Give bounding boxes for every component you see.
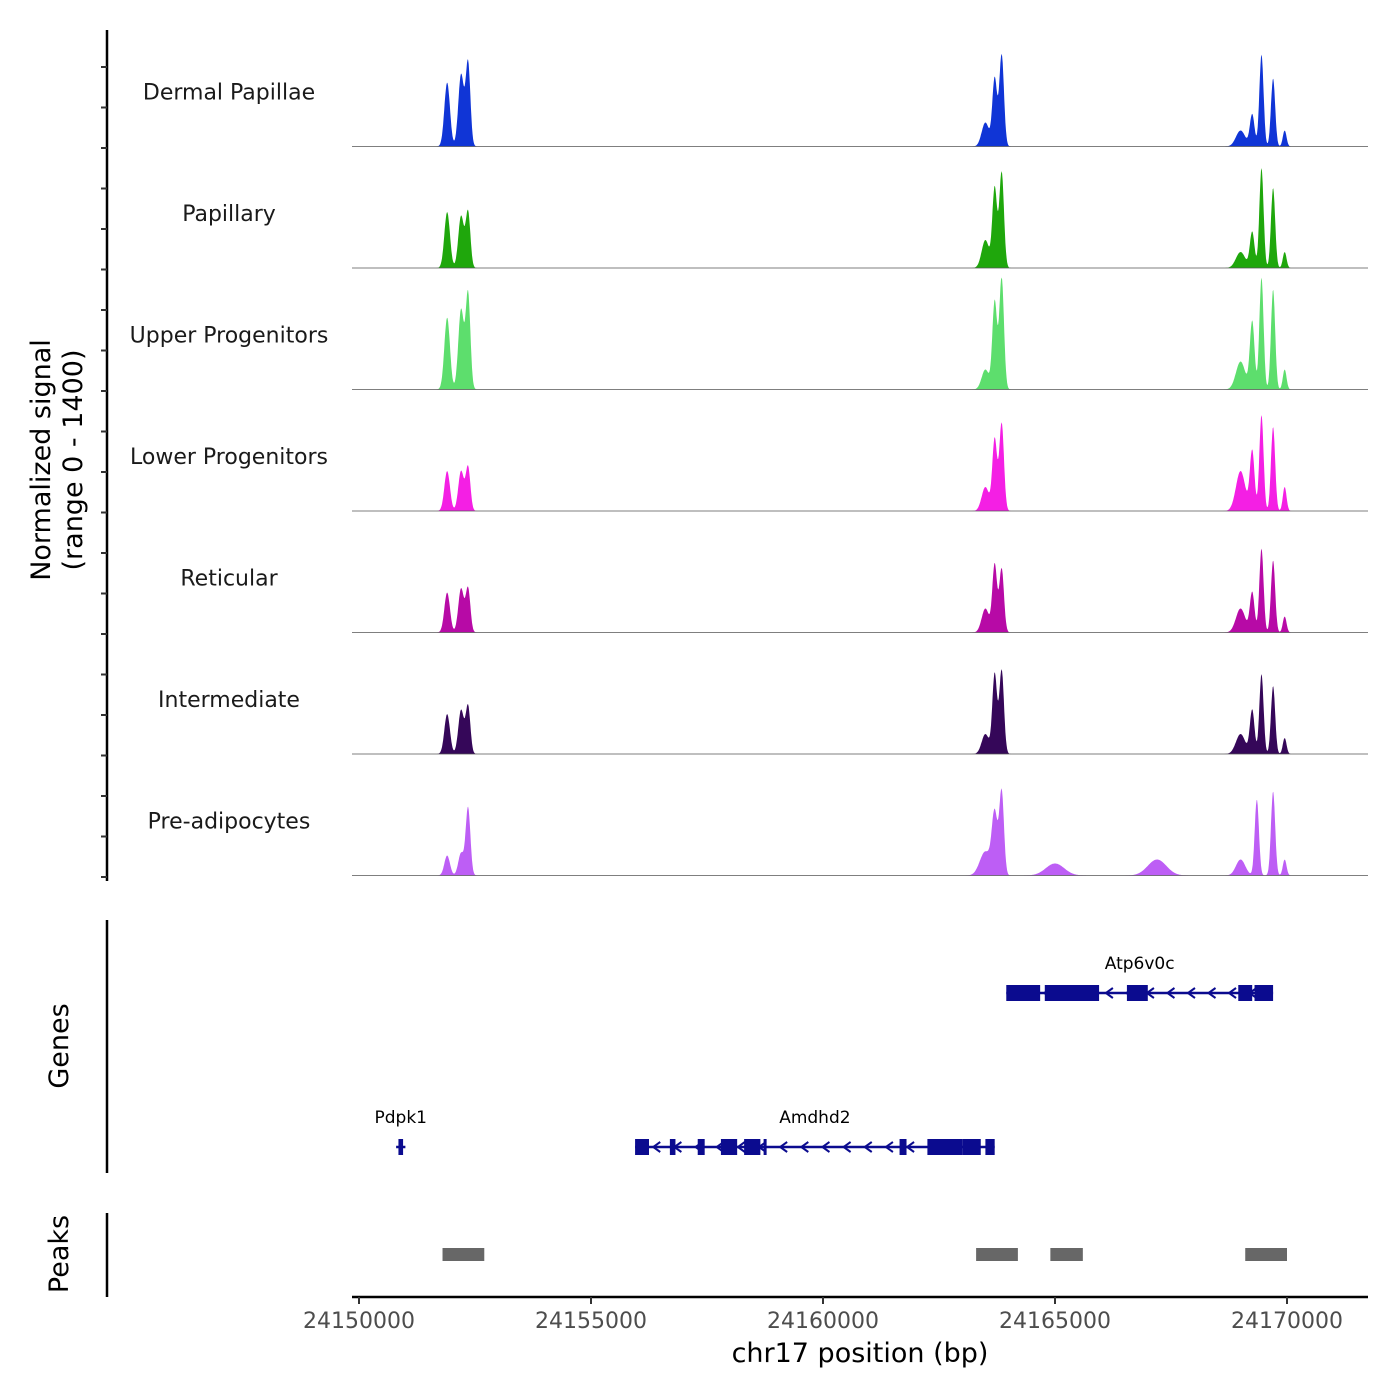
coverage-track: Intermediate bbox=[158, 669, 1368, 755]
peak-region bbox=[1050, 1248, 1083, 1261]
gene-exon bbox=[962, 1139, 981, 1155]
strand-chevron bbox=[1165, 987, 1176, 999]
gene-label: Atp6v0c bbox=[1105, 954, 1175, 974]
x-tick-label: 24155000 bbox=[535, 1309, 647, 1334]
peak-region bbox=[442, 1248, 485, 1261]
x-tick-label: 24165000 bbox=[999, 1309, 1111, 1334]
track-label: Lower Progenitors bbox=[130, 445, 328, 470]
peak-region bbox=[976, 1248, 1018, 1261]
strand-chevron bbox=[884, 1141, 894, 1153]
gene-exon bbox=[1254, 985, 1274, 1001]
gene-exon bbox=[927, 1139, 963, 1155]
strand-chevron bbox=[1206, 987, 1217, 999]
x-tick-label: 24150000 bbox=[303, 1309, 415, 1334]
peaks-axis-title: Peaks bbox=[44, 1215, 75, 1293]
x-tick-label: 24170000 bbox=[1231, 1309, 1343, 1334]
strand-chevron bbox=[841, 1141, 852, 1153]
gene-exon bbox=[1126, 985, 1148, 1001]
track-label: Pre-adipocytes bbox=[148, 810, 311, 835]
gene-exon bbox=[635, 1139, 649, 1155]
strand-chevron bbox=[863, 1141, 873, 1153]
gene-exon bbox=[1044, 985, 1100, 1001]
gene-exon bbox=[763, 1139, 767, 1155]
strand-chevron bbox=[736, 1141, 746, 1153]
peak-region bbox=[1245, 1248, 1287, 1261]
gene: Atp6v0c bbox=[1006, 954, 1274, 1001]
gene-label: Pdpk1 bbox=[375, 1108, 428, 1128]
coverage-track: Upper Progenitors bbox=[130, 277, 1368, 390]
gene-exon bbox=[899, 1139, 907, 1155]
gene-exon bbox=[1238, 985, 1253, 1001]
gene-exon bbox=[985, 1139, 995, 1155]
track-label: Papillary bbox=[182, 202, 276, 227]
genes-axis-title: Genes bbox=[44, 1003, 75, 1088]
strand-chevron bbox=[820, 1141, 831, 1153]
gene-exon bbox=[697, 1139, 705, 1155]
track-label: Intermediate bbox=[158, 688, 300, 713]
gene: Pdpk1 bbox=[375, 1108, 428, 1155]
coverage-area bbox=[352, 53, 1368, 147]
coverage-area bbox=[352, 168, 1368, 268]
gene-label: Amdhd2 bbox=[779, 1108, 850, 1128]
y-axis-title-line1: Normalized signal bbox=[26, 339, 57, 581]
gene-exon bbox=[744, 1139, 761, 1155]
gene-exon bbox=[398, 1139, 404, 1155]
strand-chevron bbox=[1227, 987, 1237, 999]
peaks-panel bbox=[105, 1213, 1287, 1297]
track-label: Reticular bbox=[180, 567, 278, 592]
coverage-track: Dermal Papillae bbox=[143, 53, 1368, 147]
axes: Normalized signal (range 0 - 1400) Genes… bbox=[26, 339, 1368, 1369]
coverage-panel: Dermal Papillae Papillary Upper Progenitor… bbox=[101, 30, 1368, 881]
track-label: Dermal Papillae bbox=[143, 81, 315, 106]
coverage-track: Reticular bbox=[180, 548, 1368, 633]
strand-chevron bbox=[1104, 987, 1114, 999]
gene-exon bbox=[669, 1139, 676, 1155]
strand-chevron bbox=[799, 1141, 809, 1153]
coverage-area bbox=[352, 788, 1368, 876]
coverage-area bbox=[352, 277, 1368, 390]
genes-panel: Atp6v0c Pdpk1 Amdhd2 bbox=[105, 920, 1274, 1173]
gene-exon bbox=[1006, 985, 1041, 1001]
coverage-area bbox=[352, 415, 1368, 511]
x-axis-title: chr17 position (bp) bbox=[732, 1338, 989, 1369]
strand-chevron bbox=[1186, 987, 1196, 999]
gene: Amdhd2 bbox=[635, 1108, 995, 1155]
y-axis-title-line2: (range 0 - 1400) bbox=[58, 350, 89, 571]
coverage-track: Papillary bbox=[182, 168, 1368, 269]
coverage-track: Lower Progenitors bbox=[130, 415, 1368, 512]
strand-chevron bbox=[651, 1141, 661, 1153]
coverage-track: Pre-adipocytes bbox=[148, 788, 1368, 876]
track-label: Upper Progenitors bbox=[130, 324, 329, 349]
gene-exon bbox=[720, 1139, 738, 1155]
coverage-area bbox=[352, 669, 1368, 754]
strand-chevron bbox=[778, 1141, 788, 1153]
strand-chevron bbox=[905, 1141, 915, 1153]
x-tick-label: 24160000 bbox=[767, 1309, 879, 1334]
coverage-area bbox=[352, 548, 1368, 633]
